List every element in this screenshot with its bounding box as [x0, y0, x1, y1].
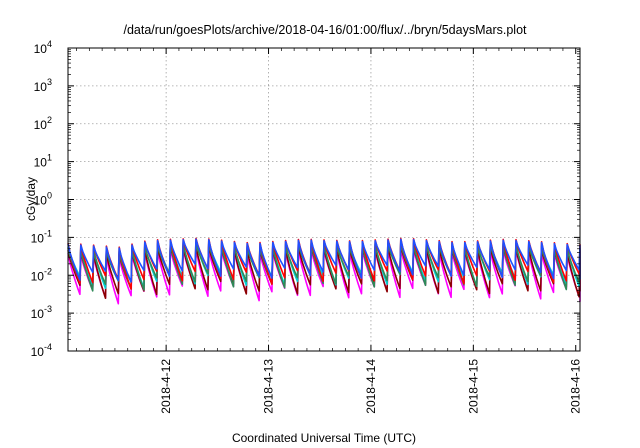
x-tick-label: 2018-4-13 [262, 359, 276, 414]
x-tick-label: 2018-4-16 [569, 359, 583, 414]
x-tick-label: 2018-4-14 [364, 359, 378, 414]
y-tick-label: 10-2 [31, 266, 52, 283]
y-axis-label: cGy/day [24, 177, 38, 221]
chart-title: /data/run/goesPlots/archive/2018-04-16/0… [123, 23, 527, 37]
y-tick-label: 10-4 [31, 342, 52, 359]
series-line [67, 238, 581, 283]
y-tick-label: 100 [34, 191, 52, 208]
y-tick-label: 10-3 [31, 304, 52, 321]
y-tick-label: 103 [34, 77, 52, 94]
x-axis: 2018-4-12 2018-4-13 2018-4-14 2018-4-15 2018… [76, 48, 583, 414]
grid-lines [68, 48, 580, 351]
series-line [67, 242, 581, 292]
y-tick-label: 102 [34, 115, 52, 132]
x-tick-label: 2018-4-12 [159, 359, 173, 414]
series-lines [67, 237, 581, 305]
y-axis: 10-4 10-3 10-2 10-1 100 101 102 103 104 [31, 39, 580, 359]
x-tick-label: 2018-4-15 [466, 359, 480, 414]
y-tick-label: 10-1 [31, 228, 52, 245]
y-tick-label: 104 [34, 39, 52, 56]
y-tick-label: 101 [34, 153, 52, 170]
x-axis-label: Coordinated Universal Time (UTC) [232, 431, 416, 445]
